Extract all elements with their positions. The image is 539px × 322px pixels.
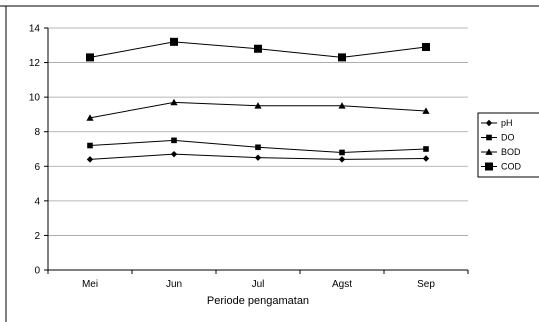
x-tick-label: Sep	[417, 279, 435, 290]
data-point-ph	[338, 156, 346, 163]
data-point-bod	[254, 102, 262, 109]
x-tick-label: Agst	[332, 279, 352, 290]
data-point-cod	[86, 53, 94, 62]
data-point-bod	[170, 98, 178, 106]
data-point-cod	[422, 43, 430, 52]
legend-marker-bod	[485, 148, 493, 155]
legend-label-do: DO	[501, 133, 515, 143]
data-point-bod	[338, 102, 346, 109]
data-point-do	[339, 149, 345, 156]
series-lines	[86, 37, 430, 163]
x-axis-title: Periode pengamatan	[207, 295, 309, 307]
legend-marker-cod	[485, 162, 493, 171]
data-point-ph	[422, 155, 430, 162]
legend: pH DO BOD COD	[477, 112, 539, 178]
data-point-do	[87, 142, 93, 149]
data-point-cod	[254, 44, 262, 53]
grid-lines	[48, 27, 468, 236]
data-point-ph	[170, 150, 178, 158]
y-tick-label: 8	[34, 127, 40, 138]
data-point-bod	[422, 107, 430, 114]
y-tick-label: 10	[29, 93, 41, 104]
legend-marker-ph	[485, 119, 493, 127]
y-tick-label: 2	[34, 231, 40, 242]
data-point-ph	[254, 154, 262, 161]
x-tick-label: Jun	[166, 279, 182, 290]
y-tick-label: 6	[34, 162, 40, 173]
data-point-cod	[338, 53, 346, 62]
legend-label-cod: COD	[501, 162, 522, 172]
data-point-bod	[86, 114, 94, 121]
y-tick-label: 12	[29, 58, 41, 69]
data-point-do	[255, 144, 261, 151]
data-point-ph	[86, 156, 94, 163]
data-point-do	[171, 137, 177, 144]
x-tick-label: Jul	[252, 279, 265, 290]
y-tick-label: 0	[34, 266, 40, 277]
legend-label-bod: BOD	[501, 147, 521, 157]
data-point-cod	[170, 37, 178, 46]
axes: 0 2 4 6 8 10 12 14 Mei Jun Jul Agst Sep	[0, 5, 539, 322]
legend-label-ph: pH	[501, 118, 513, 128]
legend-marker-do	[486, 134, 492, 141]
x-tick-label: Mei	[82, 279, 98, 290]
data-point-do	[423, 146, 429, 152]
y-tick-label: 4	[34, 196, 40, 207]
y-tick-label: 14	[29, 24, 41, 35]
